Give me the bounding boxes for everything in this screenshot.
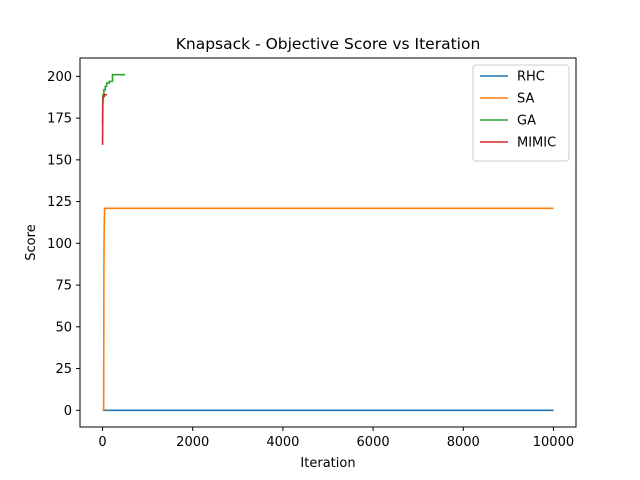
series-line-sa bbox=[102, 207, 554, 412]
series-line-ga bbox=[101, 73, 126, 125]
legend-box bbox=[472, 64, 570, 162]
y-tick-label: 25 bbox=[55, 362, 72, 377]
y-tick-label: 50 bbox=[55, 320, 72, 335]
legend-label-mimic: MIMIC bbox=[517, 136, 556, 151]
y-tick-label: 75 bbox=[55, 279, 72, 294]
legend: RHC SA GA MIMIC bbox=[472, 64, 570, 162]
legend-label-sa: SA bbox=[517, 92, 534, 107]
y-tick-label: 200 bbox=[47, 70, 72, 85]
legend-label-rhc: RHC bbox=[517, 70, 545, 85]
axes-frame bbox=[79, 57, 577, 428]
x-tick-label: 6000 bbox=[357, 435, 390, 450]
x-tick-label: 8000 bbox=[447, 435, 480, 450]
plot-marks bbox=[101, 73, 554, 412]
legend-label-ga: GA bbox=[517, 114, 536, 129]
x-tick-label: 2000 bbox=[176, 435, 209, 450]
y-axis-label: Score bbox=[24, 224, 39, 260]
y-tick-label: 150 bbox=[47, 153, 72, 168]
series-line-mimic bbox=[101, 93, 108, 145]
chart-title: Knapsack - Objective Score vs Iteration bbox=[176, 35, 481, 53]
y-tick-label: 175 bbox=[47, 112, 72, 127]
x-tick-label: 0 bbox=[98, 435, 106, 450]
x-tick-label: 10000 bbox=[533, 435, 574, 450]
y-tick-label: 0 bbox=[64, 404, 72, 419]
x-axis-ticks: 0 2000 4000 6000 8000 10000 bbox=[98, 427, 574, 450]
y-axis-ticks: 0 25 50 75 100 125 150 175 200 bbox=[47, 70, 80, 419]
x-tick-label: 4000 bbox=[266, 435, 299, 450]
y-tick-label: 125 bbox=[47, 195, 72, 210]
x-axis-label: Iteration bbox=[300, 456, 355, 471]
y-tick-label: 100 bbox=[47, 237, 72, 252]
